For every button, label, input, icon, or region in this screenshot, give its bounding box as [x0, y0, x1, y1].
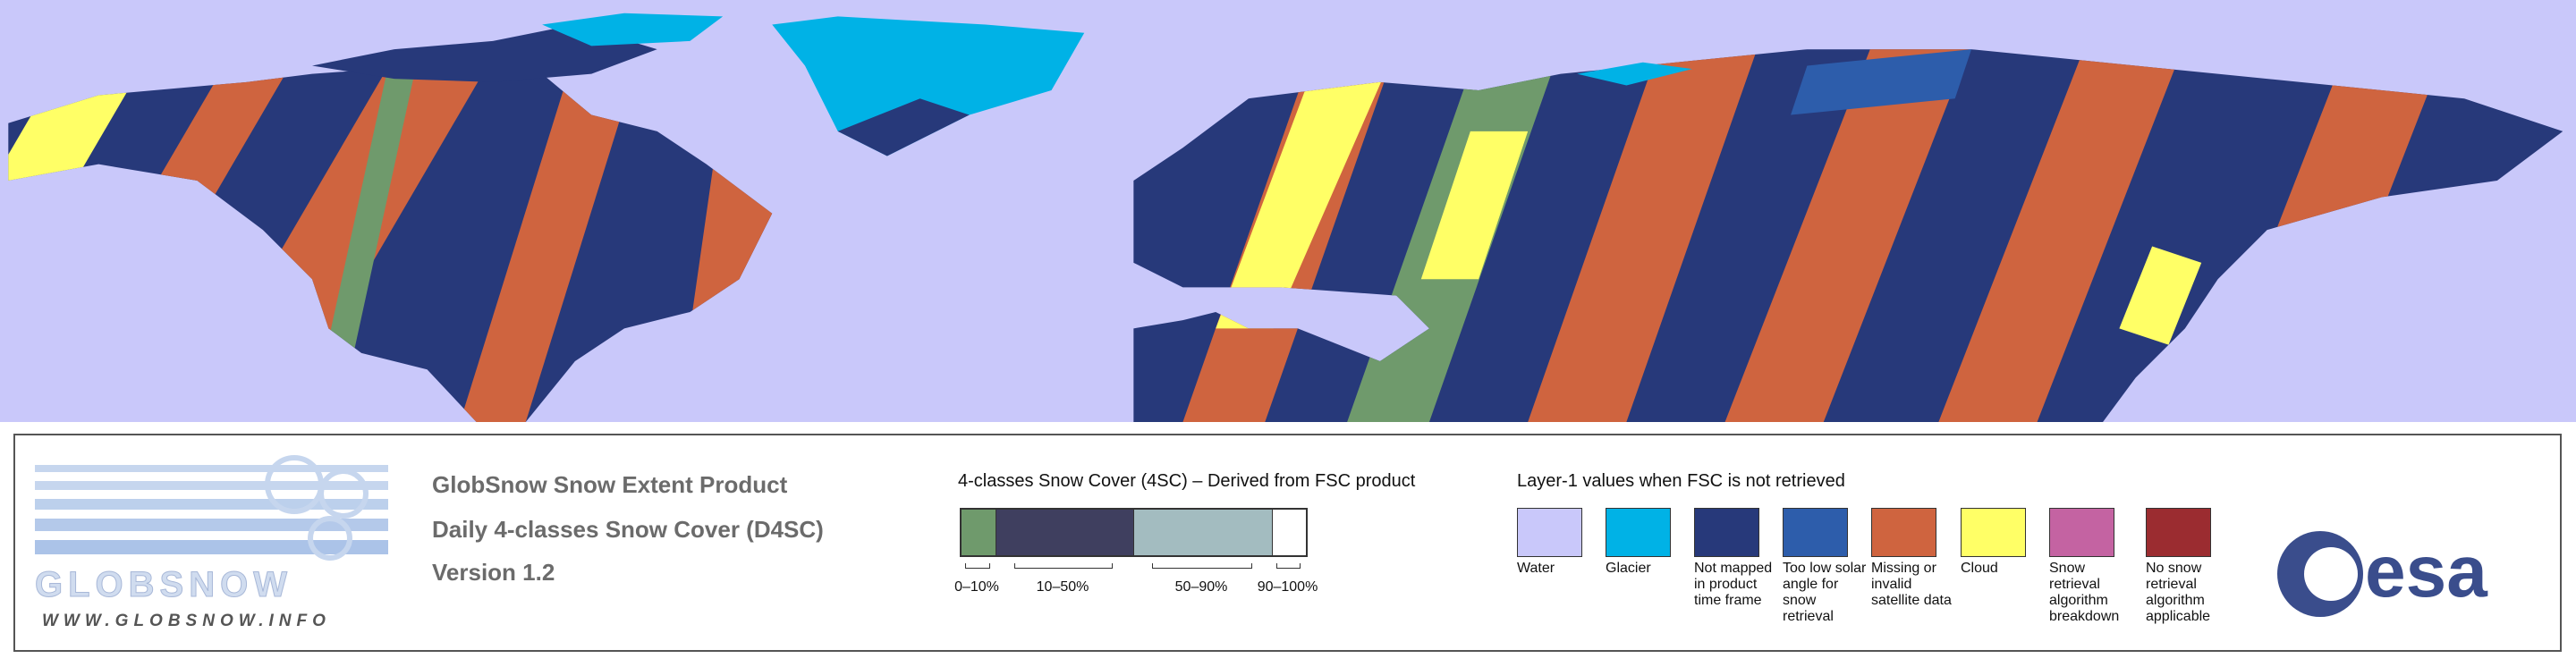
- snow-class-bracket: [1275, 563, 1301, 569]
- snow-class-label: 50–90%: [1174, 579, 1228, 595]
- cloud-band: [1420, 131, 1529, 280]
- logo-url: WWW.GLOBSNOW.INFO: [42, 612, 331, 630]
- cloud-band: [1216, 65, 1389, 329]
- layer1-label: Too low solar angle for snow retrieval: [1783, 561, 1867, 624]
- layer1-label: Not mapped in product time frame: [1694, 561, 1773, 608]
- missing-band: [1938, 49, 2202, 422]
- missing-band: [1724, 49, 1988, 422]
- missing-band: [1528, 49, 1775, 422]
- layer1-swatch: [1961, 508, 2026, 557]
- arctic-ice: [542, 13, 724, 46]
- globsnow-logo: GLOBSNOW WWW.GLOBSNOW.INFO: [35, 455, 388, 630]
- greenland-unmapped: [837, 98, 970, 156]
- layer1-swatch: [1606, 508, 1671, 557]
- layer1-swatch: [1871, 508, 1936, 557]
- layer1-title: Layer-1 values when FSC is not retrieved: [1517, 471, 1845, 491]
- legend-panel: GLOBSNOW WWW.GLOBSNOW.INFO GlobSnow Snow…: [13, 434, 2562, 652]
- layer1-label: Glacier: [1606, 561, 1651, 576]
- snow-class-swatch: [996, 510, 1134, 555]
- product-version: Version 1.2: [432, 559, 555, 586]
- layer1-swatch: [2049, 508, 2114, 557]
- esa-text: esa: [2365, 531, 2488, 612]
- snow-cover-title: 4-classes Snow Cover (4SC) – Derived fro…: [958, 471, 1416, 491]
- layer1-label: Snow retrieval algorithm breakdown: [2049, 561, 2120, 624]
- logo-text: GLOBSNOW: [35, 565, 292, 604]
- greenland: [772, 16, 1085, 156]
- cloud-patch: [2119, 246, 2202, 345]
- snow-class-label: 90–100%: [1257, 579, 1318, 595]
- snow-band: [320, 49, 431, 378]
- layer1-swatch: [1694, 508, 1759, 557]
- snow-class-bracket: [964, 563, 991, 569]
- layer1-label: Water: [1517, 561, 1555, 576]
- arctic-ice: [1577, 62, 1692, 86]
- layer1-label: No snow retrieval algorithm applicable: [2146, 561, 2211, 624]
- layer1-label: Cloud: [1961, 561, 1998, 576]
- arctic-islands: [311, 24, 657, 82]
- snow-class-label: 0–10%: [954, 579, 999, 595]
- product-title: GlobSnow Snow Extent Product: [432, 471, 788, 498]
- low-sun-area: [1791, 49, 1972, 115]
- snow-class-swatch: [1273, 510, 1306, 555]
- map: [0, 0, 2576, 422]
- snow-class-bracket: [1014, 563, 1113, 569]
- layer1-swatch: [2146, 508, 2211, 557]
- layer1-swatch: [1783, 508, 1848, 557]
- layer1-swatch: [1517, 508, 1582, 557]
- layer1-label: Missing or invalid satellite data: [1871, 561, 1952, 608]
- snow-class-label: 10–50%: [1036, 579, 1089, 595]
- snow-class-bracket: [1152, 563, 1252, 569]
- snow-class-swatch: [1133, 510, 1274, 555]
- snow-cover-bar: [960, 508, 1308, 557]
- snow-class-swatch: [962, 510, 996, 555]
- product-subtitle: Daily 4-classes Snow Cover (D4SC): [432, 516, 824, 543]
- esa-logo: esa: [2277, 531, 2488, 617]
